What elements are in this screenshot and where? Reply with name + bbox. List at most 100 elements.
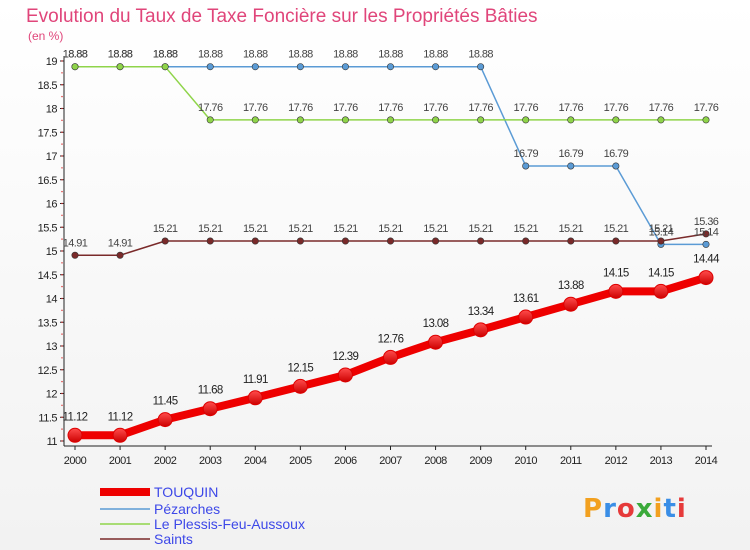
data-point xyxy=(341,63,349,71)
y-minor-dot xyxy=(61,238,63,240)
y-tick-label: 14 xyxy=(46,294,58,306)
x-tick-label: 2010 xyxy=(514,455,537,467)
y-tick-label: 16.5 xyxy=(38,175,58,187)
data-label: 18.88 xyxy=(288,49,313,61)
y-tick-label: 15 xyxy=(46,246,58,258)
data-point xyxy=(653,283,669,299)
data-point xyxy=(522,162,530,170)
data-label: 12.15 xyxy=(287,362,313,374)
y-minor-dot xyxy=(61,357,63,359)
x-tick-label: 2008 xyxy=(424,455,447,467)
proxiti-logo: Proxiti xyxy=(583,494,686,524)
y-minor-dot xyxy=(61,214,63,217)
data-label: 15.21 xyxy=(513,223,538,235)
data-label: 17.76 xyxy=(423,102,448,114)
y-minor-dot xyxy=(61,226,63,228)
data-point xyxy=(386,237,394,245)
data-point xyxy=(477,116,485,124)
data-point xyxy=(116,63,124,71)
data-label: 12.39 xyxy=(333,351,359,363)
data-point xyxy=(296,63,304,71)
data-label: 18.88 xyxy=(63,49,88,61)
y-minor-dot xyxy=(61,321,63,323)
y-minor-dot xyxy=(61,345,63,347)
x-tick-label: 2003 xyxy=(199,455,222,467)
x-tick-label: 2009 xyxy=(469,455,492,467)
data-label: 17.76 xyxy=(243,102,268,114)
y-tick-label: 17.5 xyxy=(38,127,58,139)
y-tick-label: 14.5 xyxy=(38,270,58,282)
data-point xyxy=(518,309,534,325)
data-label: 15.14 xyxy=(694,226,719,238)
data-label: 15.21 xyxy=(559,223,584,235)
data-point xyxy=(432,63,440,71)
data-point xyxy=(251,63,259,71)
y-tick-label: 13 xyxy=(46,341,58,353)
data-point xyxy=(202,401,218,417)
data-label: 11.12 xyxy=(108,411,133,423)
data-label: 17.76 xyxy=(198,102,223,114)
y-minor-dot xyxy=(61,179,63,181)
data-label: 14.15 xyxy=(603,267,629,279)
y-minor-dot xyxy=(61,143,63,145)
data-point xyxy=(247,390,263,406)
data-point xyxy=(251,237,259,245)
data-point xyxy=(292,378,308,394)
legend-label: Le Plessis-Feu-Aussoux xyxy=(154,516,305,532)
data-point xyxy=(386,63,394,71)
data-point xyxy=(116,251,124,259)
data-point xyxy=(112,427,128,443)
data-label: 17.76 xyxy=(288,102,313,114)
data-label: 18.88 xyxy=(378,49,403,61)
legend-label: TOUQUIN xyxy=(154,484,218,500)
data-point xyxy=(71,63,79,71)
y-minor-dot xyxy=(61,404,63,407)
data-point xyxy=(612,162,620,170)
y-minor-dot xyxy=(61,131,63,133)
data-point xyxy=(71,251,79,259)
data-label: 14.91 xyxy=(108,237,133,249)
data-point xyxy=(432,237,440,245)
y-minor-dot xyxy=(61,250,63,252)
series-layer xyxy=(67,63,714,443)
y-minor-dot xyxy=(61,285,63,288)
data-label: 18.88 xyxy=(108,49,133,61)
data-point xyxy=(337,367,353,383)
data-label: 17.76 xyxy=(694,102,719,114)
data-label: 17.76 xyxy=(559,102,584,114)
data-label: 15.21 xyxy=(333,223,358,235)
y-minor-dot xyxy=(61,333,63,335)
data-label: 15.21 xyxy=(468,223,493,235)
data-point xyxy=(251,116,259,124)
x-tick-label: 2005 xyxy=(289,455,312,467)
y-minor-dot xyxy=(61,274,63,276)
data-label: 18.88 xyxy=(63,49,88,61)
data-point xyxy=(522,237,530,245)
y-minor-dot xyxy=(61,297,63,300)
data-label: 11.91 xyxy=(243,374,268,386)
data-point xyxy=(702,116,710,124)
data-label: 11.12 xyxy=(63,411,88,423)
data-labels: 18.88 18.88 18.88 18.88 18.88 18.88 18.88 18.88… xyxy=(63,49,721,424)
y-minor-dot xyxy=(61,380,63,383)
y-minor-dot xyxy=(61,309,63,312)
data-label: 14.44 xyxy=(693,254,720,266)
chart-title: Evolution du Taux de Taxe Foncière sur l… xyxy=(26,6,538,27)
data-point xyxy=(477,237,485,245)
x-tick-label: 2006 xyxy=(334,455,357,467)
y-minor-dot xyxy=(61,428,63,430)
data-label: 17.76 xyxy=(604,102,629,114)
data-label: 18.88 xyxy=(423,49,448,61)
data-point xyxy=(432,116,440,124)
axes: 11 11.5 12 12.5 13 13.5 14 14.5 15 15.5 16 16.5 17 17… xyxy=(38,56,718,467)
data-point xyxy=(657,116,665,124)
y-tick-label: 13.5 xyxy=(38,317,58,329)
data-label: 15.21 xyxy=(604,223,629,235)
y-tick-label: 11 xyxy=(47,436,58,448)
data-point xyxy=(698,270,714,286)
data-label: 14.91 xyxy=(63,237,88,249)
data-label: 13.88 xyxy=(558,280,584,292)
data-point xyxy=(341,237,349,245)
data-label: 17.76 xyxy=(333,102,358,114)
data-point xyxy=(657,237,665,245)
